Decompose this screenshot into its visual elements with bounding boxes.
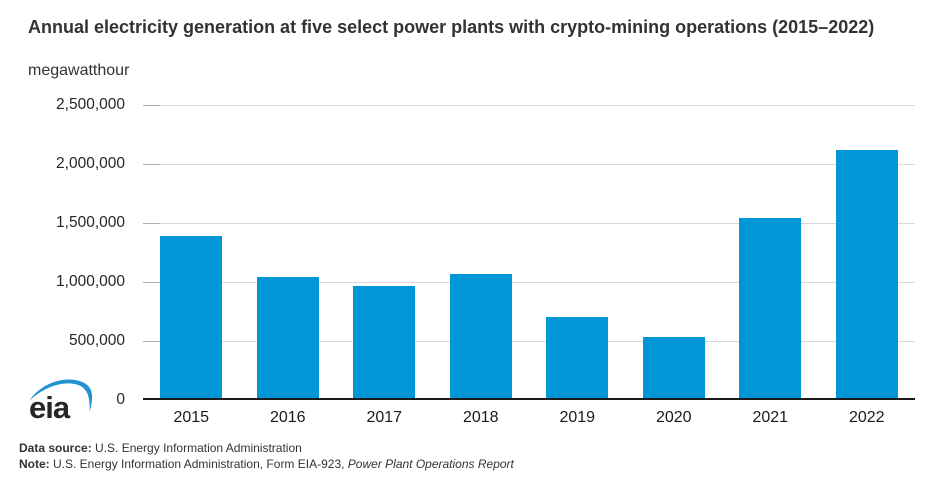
bar-cell-2018: [433, 105, 530, 400]
bar-2020: [642, 337, 705, 400]
note-line: Note: U.S. Energy Information Administra…: [19, 457, 514, 473]
x-axis-baseline: [143, 398, 915, 400]
x-axis-label-2021: 2021: [752, 409, 789, 426]
data-source-text: U.S. Energy Information Administration: [91, 441, 302, 455]
bar-2018: [449, 273, 512, 400]
chart-title: Annual electricity generation at five se…: [28, 17, 875, 37]
gridline: [143, 340, 915, 342]
x-axis-label-2022: 2022: [848, 409, 885, 426]
bar-series: [143, 105, 915, 400]
gridline: [143, 222, 915, 224]
y-axis-tick: [143, 222, 160, 224]
data-source-line: Data source: U.S. Energy Information Adm…: [19, 441, 514, 457]
gridline: [143, 163, 915, 165]
bar-cell-2017: [336, 105, 433, 400]
note-text: U.S. Energy Information Administration, …: [49, 456, 348, 471]
y-axis-label: 1,000,000: [56, 273, 125, 290]
y-axis-label: 500,000: [68, 332, 125, 349]
gridline: [143, 104, 915, 106]
bar-cell-2020: [626, 105, 723, 400]
data-source-label: Data source:: [19, 441, 92, 455]
x-axis-label-2019: 2019: [559, 409, 596, 426]
x-axis: 2015 2016 2017 2018 2019 2020 2021 2022: [143, 407, 915, 429]
x-axis-label-2018: 2018: [462, 409, 499, 426]
bar-2019: [546, 317, 609, 400]
x-axis-label-2015: 2015: [173, 409, 210, 426]
bar-2016: [256, 277, 319, 400]
bar-cell-2016: [240, 105, 337, 400]
bar-2022: [835, 150, 898, 400]
note-italic-text: Power Plant Operations Report: [347, 456, 514, 471]
y-axis: 0 500,000 1,000,000 1,500,000 2,000,000 2,500…: [0, 96, 125, 408]
note-label: Note:: [19, 456, 50, 471]
y-axis-label: 1,500,000: [56, 214, 125, 231]
x-axis-label-2016: 2016: [269, 409, 306, 426]
y-axis-tick: [143, 163, 160, 165]
unit-label: megawatthour: [28, 62, 130, 79]
plot-area: [143, 104, 915, 400]
bar-cell-2015: [143, 105, 240, 400]
eia-logo-text: eia: [29, 390, 71, 423]
bar-2017: [353, 286, 416, 400]
bar-2021: [739, 217, 802, 400]
chart-footer: Data source: U.S. Energy Information Adm…: [19, 441, 514, 472]
x-axis-label-2020: 2020: [655, 409, 692, 426]
y-axis-label: 2,000,000: [56, 155, 125, 172]
y-axis-tick: [143, 104, 160, 106]
eia-logo-swoosh: [29, 379, 93, 412]
y-axis-label: 2,500,000: [56, 96, 125, 113]
bar-cell-2021: [722, 105, 819, 400]
gridline: [143, 281, 915, 283]
y-axis-label: 0: [116, 391, 125, 408]
y-axis-tick: [143, 340, 160, 342]
bar-2015: [160, 235, 223, 400]
bar-cell-2022: [819, 105, 916, 400]
y-axis-tick: [143, 281, 160, 283]
x-axis-label-2017: 2017: [366, 409, 403, 426]
eia-logo: eia: [29, 379, 93, 423]
bar-cell-2019: [529, 105, 626, 400]
